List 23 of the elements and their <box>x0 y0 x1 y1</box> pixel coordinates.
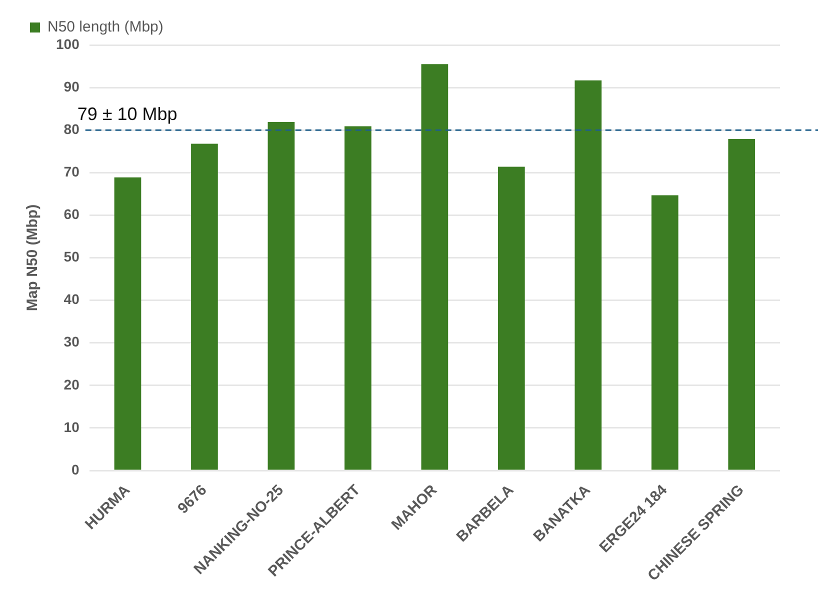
y-tick-label: 90 <box>64 78 80 94</box>
ref-line-label: 79 ± 10 Mbp <box>77 104 178 124</box>
y-tick-label: 80 <box>64 120 80 137</box>
y-tick-label: 60 <box>64 206 80 222</box>
bar <box>114 177 142 470</box>
bar <box>498 166 525 470</box>
bar <box>344 126 372 470</box>
bar <box>574 80 602 470</box>
y-tick-label: 0 <box>72 461 80 478</box>
y-tick-label: 30 <box>64 334 80 350</box>
y-tick-label: 20 <box>64 376 80 392</box>
y-tick-label: 10 <box>64 418 80 435</box>
y-tick-label: 50 <box>64 248 80 265</box>
y-tick-label: 100 <box>56 36 80 52</box>
bar <box>421 64 448 470</box>
y-tick-label: 70 <box>64 164 80 180</box>
bar <box>728 139 756 470</box>
legend-label: N50 length (Mbp) <box>48 18 164 36</box>
bar <box>651 195 678 470</box>
y-tick-label: 40 <box>64 291 80 308</box>
bar <box>191 144 218 470</box>
bar <box>268 122 295 470</box>
y-axis-title: Map N50 (Mbp) <box>24 204 42 312</box>
